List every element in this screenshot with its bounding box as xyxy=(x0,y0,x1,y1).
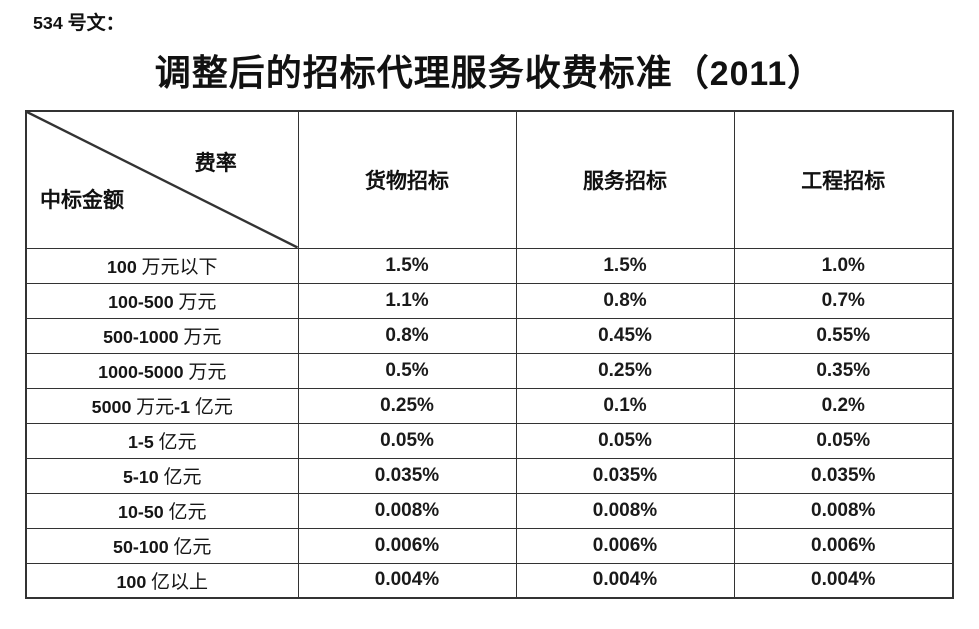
page-title: 调整后的招标代理服务收费标准（2011） xyxy=(154,53,825,93)
row-label: 1000-5000 万元 xyxy=(25,352,299,389)
row-label: 500-1000 万元 xyxy=(25,317,299,354)
value-cell: 0.004% xyxy=(515,562,735,599)
value-cell: 1.5% xyxy=(515,247,735,284)
corner-header-cell: 费率 中标金额 xyxy=(25,110,299,249)
value-cell: 0.035% xyxy=(733,457,954,494)
header-row: 费率 中标金额 货物招标 服务招标 工程招标 xyxy=(25,110,954,249)
row-label: 50-100 亿元 xyxy=(25,527,299,564)
value-cell: 0.05% xyxy=(515,422,735,459)
value-cell: 0.05% xyxy=(733,422,954,459)
value-cell: 0.25% xyxy=(297,387,517,424)
value-cell: 0.5% xyxy=(297,352,517,389)
column-header-goods-bidding: 货物招标 xyxy=(297,110,517,249)
column-header-service-bidding: 服务招标 xyxy=(515,110,735,249)
table-row: 10-50 亿元 0.008% 0.008% 0.008% xyxy=(25,492,954,529)
value-cell: 0.035% xyxy=(515,457,735,494)
table-row: 1000-5000 万元 0.5% 0.25% 0.35% xyxy=(25,352,954,389)
corner-label-rate: 费率 xyxy=(194,151,237,176)
table-row: 50-100 亿元 0.006% 0.006% 0.006% xyxy=(25,527,954,564)
value-cell: 0.8% xyxy=(297,317,517,354)
table-row: 5000 万元-1 亿元 0.25% 0.1% 0.2% xyxy=(25,387,954,424)
fee-rate-table: 费率 中标金额 货物招标 服务招标 工程招标 100 万元以下 1.5% 1.5… xyxy=(25,110,954,599)
row-label: 100-500 万元 xyxy=(25,282,299,319)
value-cell: 0.25% xyxy=(515,352,735,389)
value-cell: 0.55% xyxy=(733,317,954,354)
corner-label-bid-amount: 中标金额 xyxy=(40,187,124,212)
value-cell: 0.008% xyxy=(297,492,517,529)
table-row: 100 万元以下 1.5% 1.5% 1.0% xyxy=(25,247,954,284)
value-cell: 0.006% xyxy=(733,527,954,564)
value-cell: 0.004% xyxy=(733,562,954,599)
value-cell: 0.45% xyxy=(515,317,735,354)
value-cell: 0.7% xyxy=(733,282,954,319)
value-cell: 1.0% xyxy=(733,247,954,284)
doc-number: 534 号文： xyxy=(33,13,125,34)
value-cell: 0.006% xyxy=(515,527,735,564)
value-cell: 0.004% xyxy=(297,562,517,599)
value-cell: 0.35% xyxy=(733,352,954,389)
row-label: 5000 万元-1 亿元 xyxy=(25,387,299,424)
value-cell: 0.8% xyxy=(515,282,735,319)
row-label: 100 亿以上 xyxy=(25,562,299,599)
row-label: 10-50 亿元 xyxy=(25,492,299,529)
table-row: 500-1000 万元 0.8% 0.45% 0.55% xyxy=(25,317,954,354)
row-label: 1-5 亿元 xyxy=(25,422,299,459)
value-cell: 0.008% xyxy=(515,492,735,529)
column-header-engineering-bidding: 工程招标 xyxy=(733,110,954,249)
value-cell: 1.5% xyxy=(297,247,517,284)
table-row: 1-5 亿元 0.05% 0.05% 0.05% xyxy=(25,422,954,459)
value-cell: 0.2% xyxy=(733,387,954,424)
diagonal-divider-line xyxy=(27,112,297,247)
row-label: 5-10 亿元 xyxy=(25,457,299,494)
table-row: 5-10 亿元 0.035% 0.035% 0.035% xyxy=(25,457,954,494)
table-row: 100-500 万元 1.1% 0.8% 0.7% xyxy=(25,282,954,319)
table-row: 100 亿以上 0.004% 0.004% 0.004% xyxy=(25,562,954,599)
value-cell: 1.1% xyxy=(297,282,517,319)
value-cell: 0.1% xyxy=(515,387,735,424)
value-cell: 0.05% xyxy=(297,422,517,459)
value-cell: 0.006% xyxy=(297,527,517,564)
value-cell: 0.035% xyxy=(297,457,517,494)
row-label: 100 万元以下 xyxy=(25,247,299,284)
value-cell: 0.008% xyxy=(733,492,954,529)
